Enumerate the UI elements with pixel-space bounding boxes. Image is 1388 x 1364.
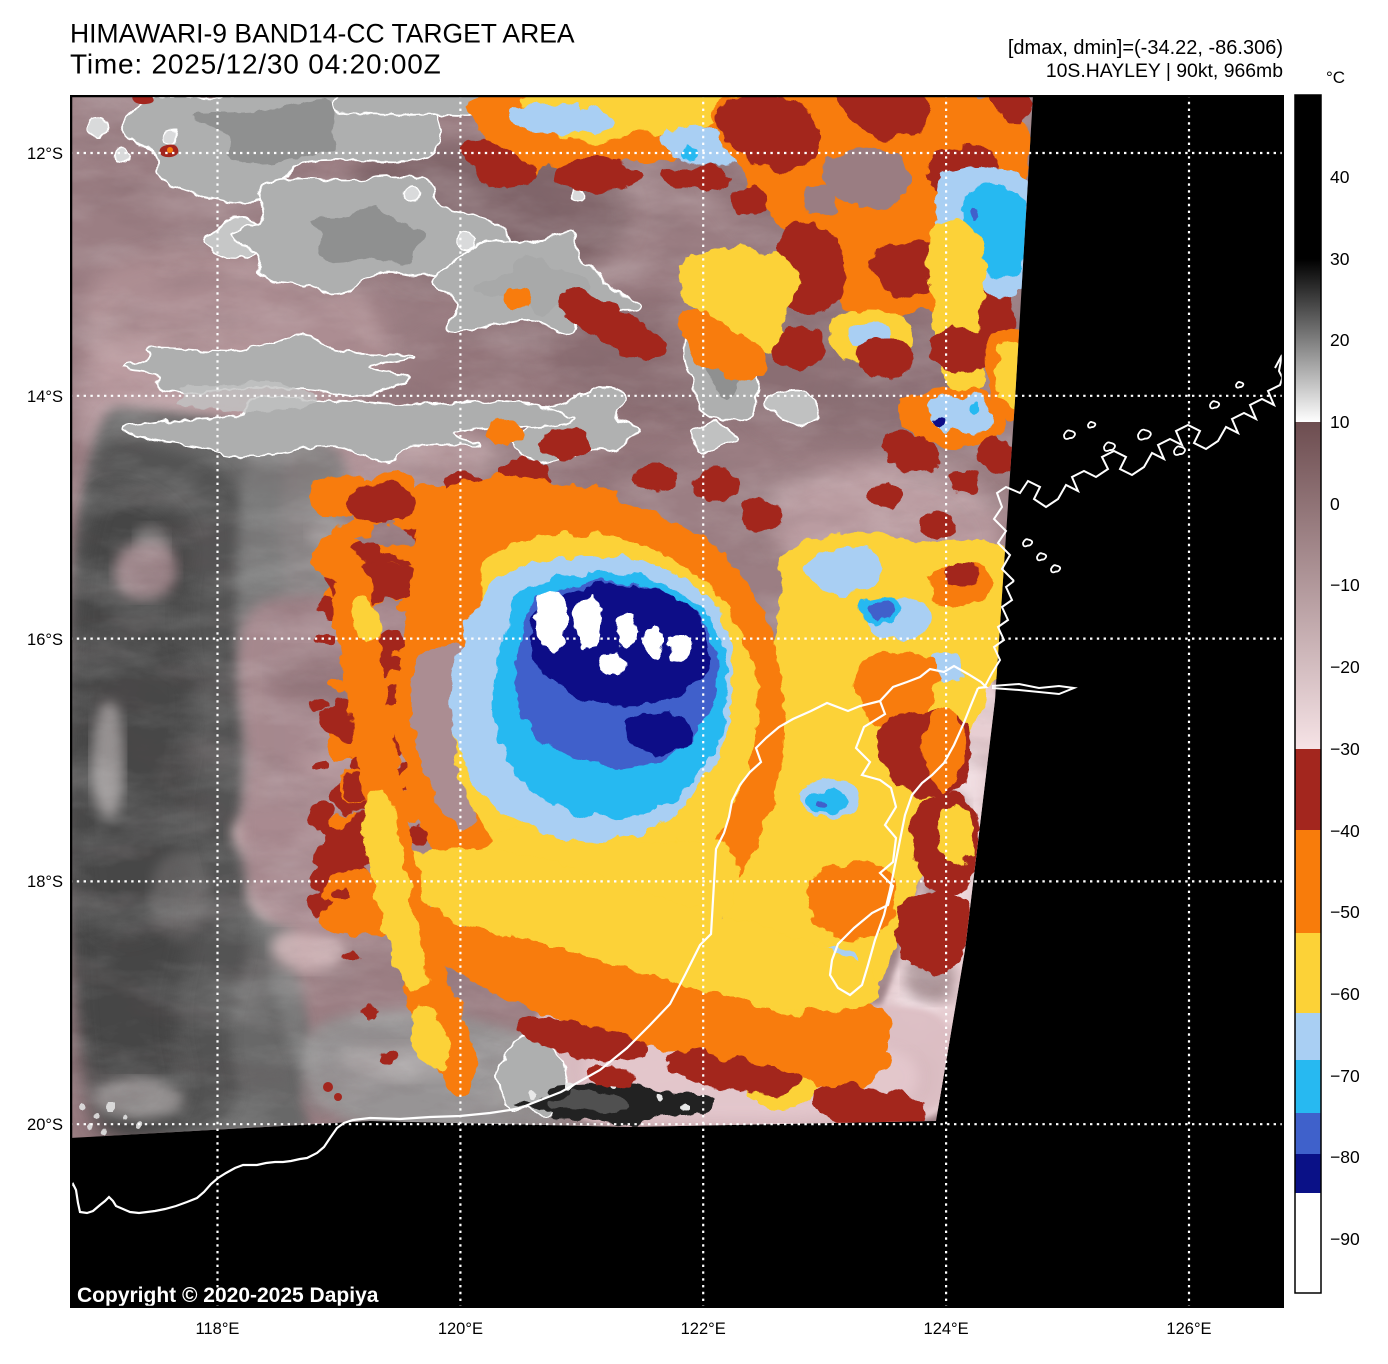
svg-text:10: 10	[1330, 412, 1350, 432]
svg-text:[dmax, dmin]=(-34.22, -86.306): [dmax, dmin]=(-34.22, -86.306)	[1008, 37, 1283, 59]
svg-text:−70: −70	[1330, 1066, 1360, 1086]
svg-text:HIMAWARI-9 BAND14-CC TARGET AR: HIMAWARI-9 BAND14-CC TARGET AREA	[70, 19, 575, 49]
svg-text:10S.HAYLEY | 90kt, 966mb: 10S.HAYLEY | 90kt, 966mb	[1046, 60, 1283, 82]
svg-text:−50: −50	[1330, 902, 1360, 922]
svg-text:−10: −10	[1330, 575, 1360, 595]
svg-text:−80: −80	[1330, 1147, 1360, 1167]
svg-text:126°E: 126°E	[1166, 1320, 1211, 1338]
svg-text:°C: °C	[1326, 68, 1345, 87]
svg-text:124°E: 124°E	[924, 1320, 969, 1338]
svg-text:14°S: 14°S	[27, 388, 63, 406]
svg-text:12°S: 12°S	[27, 145, 63, 163]
svg-text:18°S: 18°S	[27, 873, 63, 891]
svg-text:40: 40	[1330, 167, 1350, 187]
svg-text:16°S: 16°S	[27, 631, 63, 649]
svg-text:−30: −30	[1330, 739, 1360, 759]
svg-text:122°E: 122°E	[681, 1320, 726, 1338]
svg-text:Time: 2025/12/30 04:20:00Z: Time: 2025/12/30 04:20:00Z	[70, 49, 442, 80]
svg-text:20: 20	[1330, 330, 1350, 350]
svg-text:30: 30	[1330, 249, 1350, 269]
svg-text:118°E: 118°E	[196, 1320, 240, 1338]
svg-text:−20: −20	[1330, 657, 1360, 677]
svg-text:Copyright © 2020-2025 Dapiya: Copyright © 2020-2025 Dapiya	[77, 1284, 379, 1307]
svg-text:0: 0	[1330, 494, 1340, 514]
svg-text:−40: −40	[1330, 821, 1360, 841]
svg-text:120°E: 120°E	[438, 1320, 483, 1338]
svg-text:−60: −60	[1330, 984, 1360, 1004]
svg-text:20°S: 20°S	[27, 1116, 63, 1134]
svg-text:−90: −90	[1330, 1229, 1360, 1249]
